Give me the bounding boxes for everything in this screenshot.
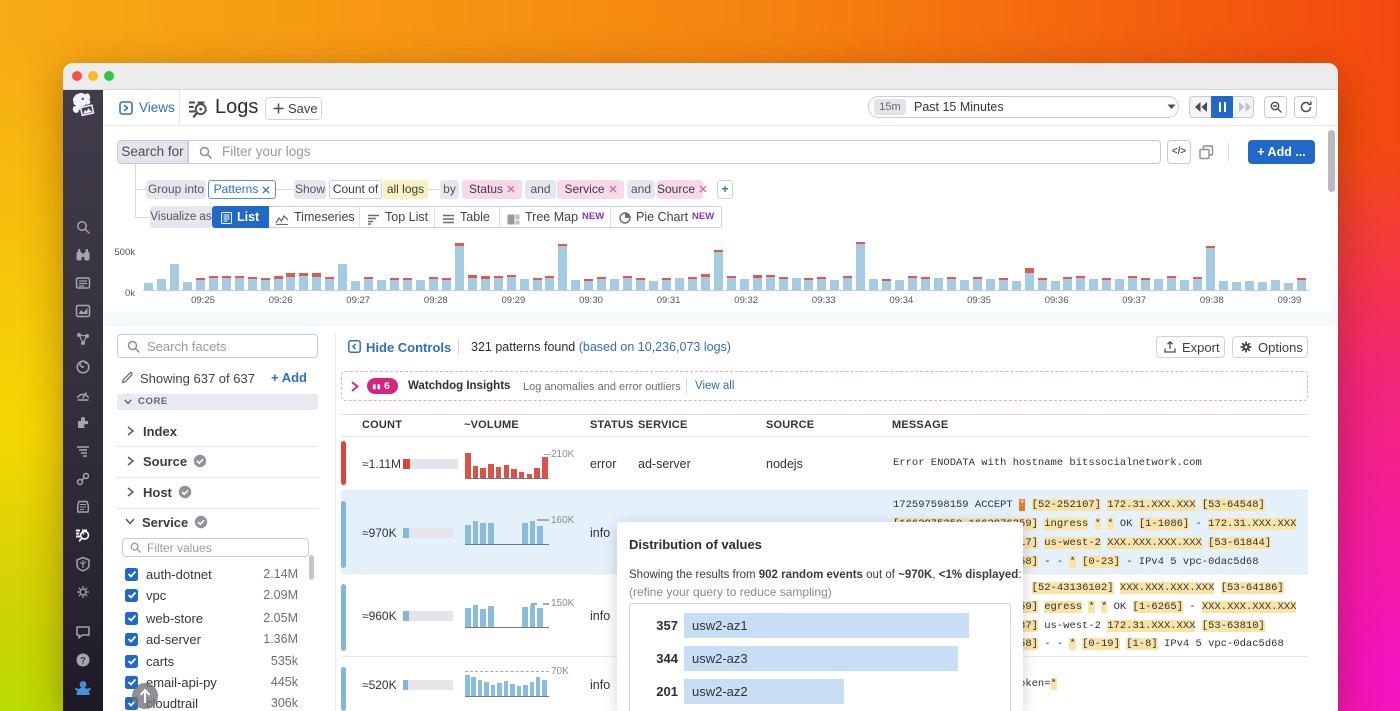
svg-text:?: ? xyxy=(80,655,86,666)
